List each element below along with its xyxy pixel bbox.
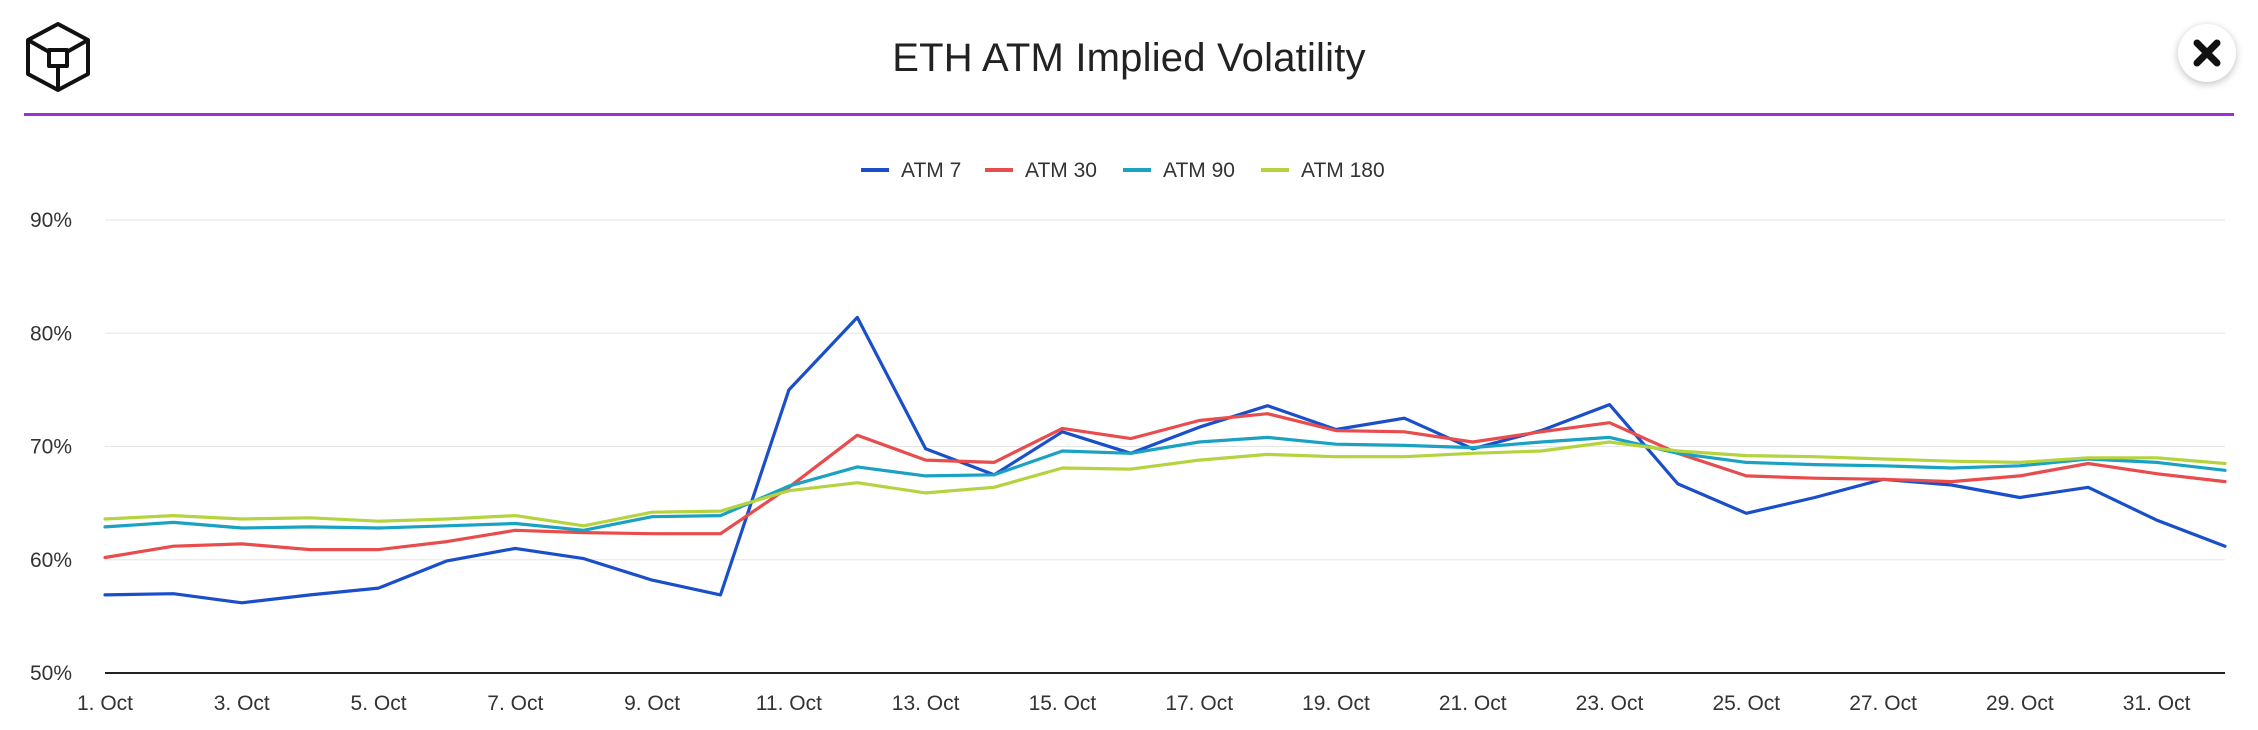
x-tick-label: 3. Oct (214, 692, 270, 715)
legend-item-atm-7[interactable]: ATM 7 (861, 159, 961, 182)
line-chart: 50% 60% 70% 80% 90% 1. Oct 3. Oct 5. Oct 7. Oct 9… (30, 159, 2227, 715)
series-line-atm-90 (103, 435, 2227, 532)
x-tick-label: 23. Oct (1576, 692, 1644, 715)
series-line-atm-7 (103, 315, 2227, 605)
x-tick-label: 17. Oct (1165, 692, 1233, 715)
x-tick-label: 15. Oct (1029, 692, 1097, 715)
y-tick-label: 60% (30, 549, 72, 572)
x-tick-label: 29. Oct (1986, 692, 2054, 715)
x-tick-label: 13. Oct (892, 692, 960, 715)
axes: 50% 60% 70% 80% 90% 1. Oct 3. Oct 5. Oct 7. Oct 9… (30, 209, 2225, 715)
series-line-atm-180 (103, 440, 2227, 528)
grid-lines (105, 219, 2225, 561)
close-button[interactable] (2178, 24, 2236, 82)
x-tick-label: 7. Oct (487, 692, 543, 715)
x-tick-label: 25. Oct (1712, 692, 1780, 715)
legend-item-atm-90[interactable]: ATM 90 (1123, 159, 1235, 182)
header-divider (24, 113, 2234, 116)
legend[interactable]: ATM 7 ATM 30 ATM 90 ATM 180 (861, 159, 1385, 182)
series-line-atm-30 (103, 412, 2227, 560)
x-tick-label: 11. Oct (756, 692, 822, 715)
x-tick-label: 31. Oct (2123, 692, 2191, 715)
x-tick-label: 9. Oct (624, 692, 680, 715)
legend-label: ATM 90 (1163, 159, 1235, 182)
legend-item-atm-30[interactable]: ATM 30 (985, 159, 1097, 182)
legend-label: ATM 180 (1301, 159, 1385, 182)
x-tick-label: 27. Oct (1849, 692, 1917, 715)
x-tick-label: 21. Oct (1439, 692, 1507, 715)
legend-item-atm-180[interactable]: ATM 180 (1261, 159, 1385, 182)
x-tick-label: 1. Oct (77, 692, 133, 715)
x-tick-label: 5. Oct (351, 692, 407, 715)
y-tick-label: 80% (30, 322, 72, 345)
series-lines (103, 315, 2227, 605)
legend-label: ATM 7 (901, 159, 961, 182)
x-tick-label: 19. Oct (1302, 692, 1370, 715)
y-tick-label: 90% (30, 209, 72, 232)
legend-label: ATM 30 (1025, 159, 1097, 182)
close-icon (2193, 39, 2221, 67)
page-title: ETH ATM Implied Volatility (892, 36, 1366, 80)
y-tick-label: 50% (30, 662, 72, 685)
y-tick-label: 70% (30, 436, 72, 459)
cube-logo-icon (22, 20, 94, 92)
